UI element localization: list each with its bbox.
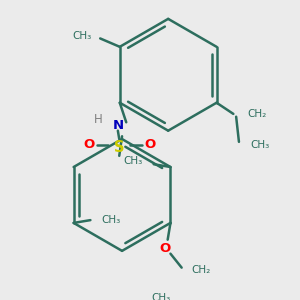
Text: CH₃: CH₃ [102, 215, 121, 225]
Text: CH₂: CH₂ [247, 109, 267, 119]
Text: O: O [83, 138, 94, 151]
Text: CH₃: CH₃ [123, 156, 142, 167]
Text: CH₂: CH₂ [191, 266, 211, 275]
Text: N: N [112, 118, 123, 132]
Text: H: H [94, 113, 103, 126]
Text: O: O [144, 138, 156, 151]
Text: CH₃: CH₃ [151, 293, 170, 300]
Text: O: O [159, 242, 170, 255]
Text: CH₃: CH₃ [73, 31, 92, 40]
Text: S: S [114, 140, 124, 155]
Text: CH₃: CH₃ [250, 140, 269, 150]
